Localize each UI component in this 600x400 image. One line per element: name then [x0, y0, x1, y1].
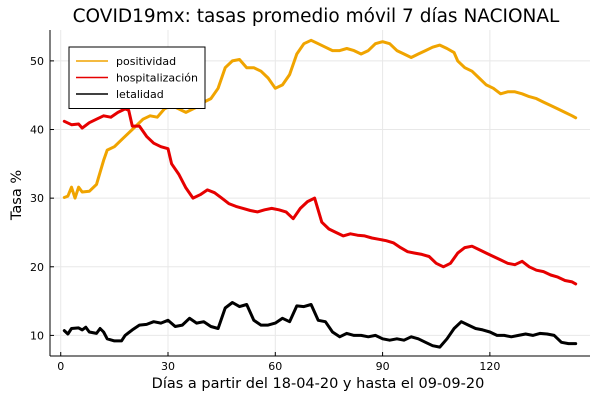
- y-tick-label: 40: [30, 124, 44, 137]
- x-axis-label: Días a partir del 18-04-20 y hasta el 09…: [152, 376, 485, 392]
- x-tick-label: 30: [161, 360, 175, 373]
- series-layer: [62, 38, 578, 349]
- y-tick-label: 10: [30, 329, 44, 342]
- legend-label-letalidad: letalidad: [116, 88, 164, 101]
- x-tick-label: 120: [479, 360, 500, 373]
- axes: [49, 30, 590, 357]
- x-tick-label: 60: [268, 360, 282, 373]
- legend-label-positividad: positividad: [116, 55, 176, 68]
- x-tick-label: 0: [57, 360, 64, 373]
- y-tick-label: 30: [30, 192, 44, 205]
- legend: positividad hospitalización letalidad: [68, 46, 206, 109]
- y-tick-label: 20: [30, 261, 44, 274]
- x-tick-label: 90: [376, 360, 390, 373]
- y-axis-label: Tasa %: [9, 170, 25, 221]
- series-line-letalidad: [62, 301, 578, 349]
- series-line-hospitalizacion: [62, 107, 578, 286]
- tick-labels: 0 30 60 90 120 10 20 30 40 50: [30, 55, 500, 373]
- series-line-positividad: [62, 38, 578, 200]
- chart-title: COVID19mx: tasas promedio móvil 7 días N…: [73, 6, 560, 27]
- y-tick-label: 50: [30, 55, 44, 68]
- legend-label-hospitalizacion: hospitalización: [116, 72, 198, 85]
